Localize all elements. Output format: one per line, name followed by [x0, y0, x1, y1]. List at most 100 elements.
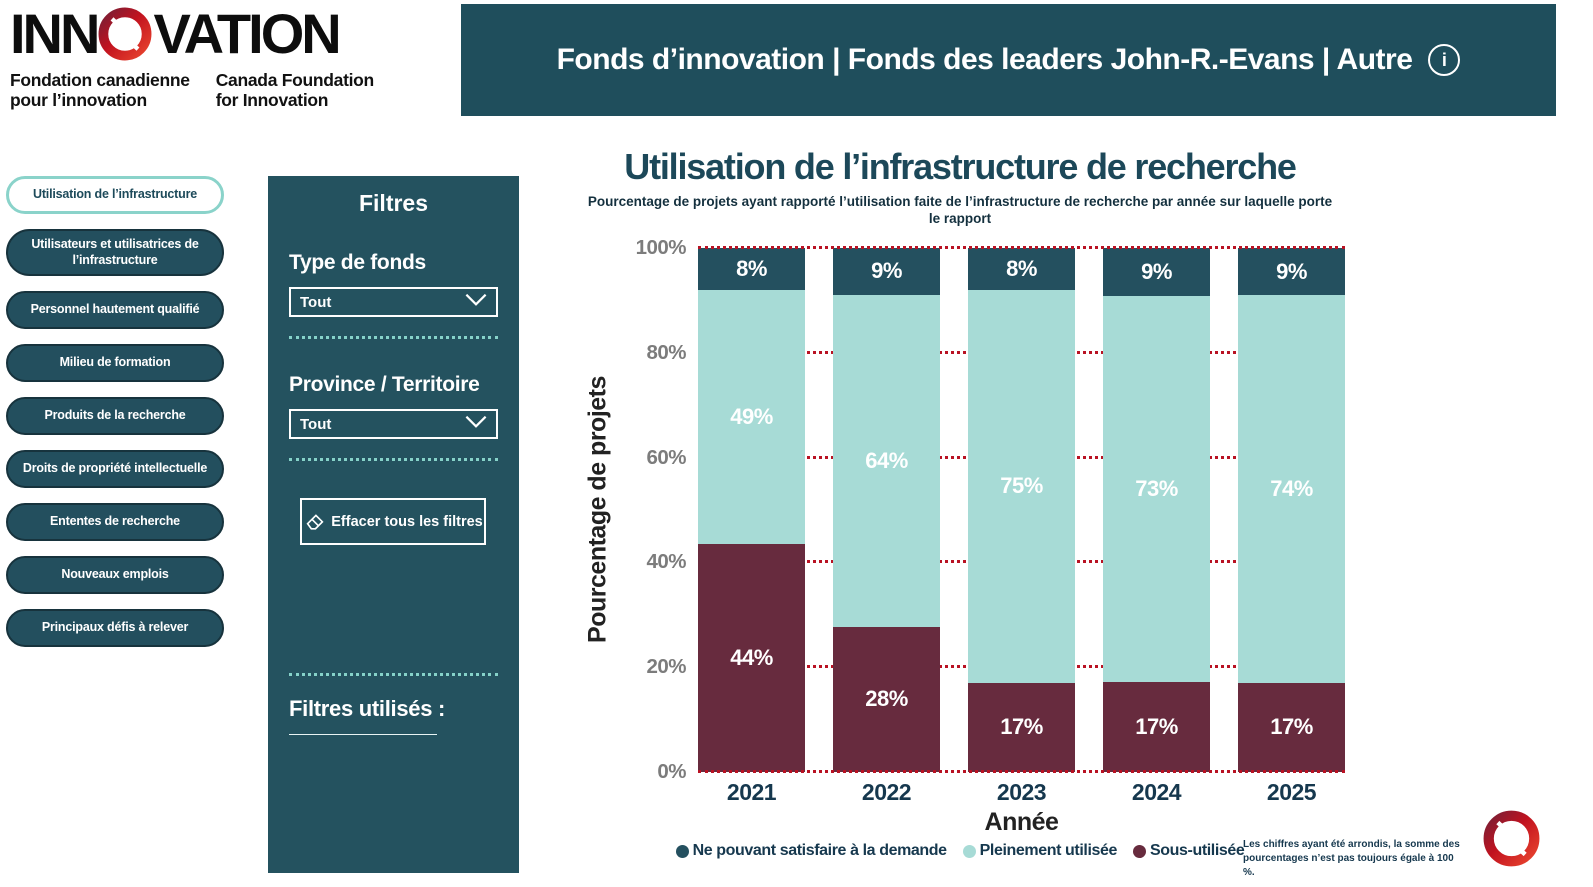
bar-segment[interactable]: 28%: [833, 626, 940, 772]
x-tick-label: 2024: [1131, 779, 1182, 805]
info-icon[interactable]: i: [1428, 44, 1461, 76]
chevron-down-icon: [465, 293, 487, 311]
bar-value-label: 64%: [865, 447, 908, 473]
bar-segment[interactable]: 73%: [1103, 295, 1210, 682]
bar-2023[interactable]: 8% 75% 17%: [968, 248, 1075, 772]
legend-label: Pleinement utilisée: [979, 842, 1118, 859]
bar-segment[interactable]: 64%: [833, 294, 940, 627]
cfi-wordmark: INN VATION: [10, 6, 440, 62]
logo-tagline-en: Canada Foundation for Innovation: [215, 70, 375, 111]
gridline: [698, 770, 1345, 773]
wordmark-right: VATION: [153, 2, 341, 65]
province-select[interactable]: Tout: [289, 409, 498, 439]
sidebar-item[interactable]: Droits de propriété intellectuelle: [6, 450, 224, 489]
plot-area: 0% 20% 40% 60% 80% 100% Pourcentage de projet…: [584, 236, 1345, 836]
bar-value-label: 75%: [1000, 473, 1043, 499]
sidebar-item[interactable]: Produits de la recherche: [6, 397, 224, 436]
cfi-swirl-o-icon: [98, 7, 152, 61]
bar-value-label: 73%: [1135, 475, 1178, 501]
bar-segment[interactable]: 9%: [1103, 248, 1210, 296]
sidebar-item[interactable]: Principaux défis à relever: [6, 609, 224, 648]
sidebar-item[interactable]: Utilisateurs et utilisatrices de l’infra…: [6, 229, 224, 277]
bar-segment[interactable]: 9%: [1238, 248, 1345, 296]
sidebar-item[interactable]: Milieu de formation: [6, 344, 224, 383]
legend-dot: [962, 844, 976, 858]
filters-panel: Filtres Type de fonds Tout Province / Te…: [268, 176, 519, 873]
y-axis-title: Pourcentage de projets: [583, 376, 612, 643]
province-value: Tout: [300, 415, 332, 433]
bar-value-label: 49%: [730, 403, 773, 429]
y-tick-label: 40%: [646, 550, 686, 574]
bar-2022[interactable]: 9% 64% 28%: [833, 248, 940, 772]
filters-title: Filtres: [358, 190, 429, 216]
legend-item[interactable]: Pleinement utilisée: [962, 842, 1118, 860]
bar-segment[interactable]: 17%: [968, 682, 1075, 772]
legend-label: Ne pouvant satisfaire à la demande: [692, 842, 947, 859]
bar-value-label: 17%: [1000, 714, 1043, 740]
bar-value-label: 28%: [865, 686, 908, 712]
sidebar: Utilisation de l’infrastructure Utilisate…: [6, 176, 224, 648]
wordmark-left: INN: [10, 2, 100, 65]
bar-value-label: 17%: [1270, 714, 1313, 740]
logo-tagline-fr: Fondation canadienne pour l’innovation: [10, 70, 190, 111]
bar-value-label: 9%: [871, 258, 902, 284]
bar-value-label: 8%: [736, 255, 767, 281]
gridline: [698, 246, 1345, 249]
cfi-swirl-icon: [1483, 810, 1540, 867]
chart-subtitle: Pourcentage de projets ayant rapporté l’…: [587, 194, 1333, 226]
bar-segment[interactable]: 74%: [1238, 295, 1345, 683]
header-title: Fonds d’innovation | Fonds des leaders J…: [556, 43, 1413, 76]
bar-2025[interactable]: 9% 74% 17%: [1238, 248, 1345, 772]
divider: [289, 336, 498, 339]
bar-segment[interactable]: 49%: [698, 289, 805, 544]
y-tick-label: 100%: [635, 236, 687, 259]
sidebar-item[interactable]: Personnel hautement qualifié: [6, 291, 224, 330]
clear-filters-button[interactable]: Effacer tous les filtres: [300, 498, 486, 545]
used-filters-label: Filtres utilisés :: [289, 696, 445, 721]
province-label: Province / Territoire: [289, 373, 480, 396]
y-axis: 0% 20% 40% 60% 80% 100%: [606, 236, 687, 783]
x-tick-label: 2022: [861, 779, 912, 805]
legend-label: Sous-utilisée: [1150, 842, 1245, 859]
chevron-down-icon: [465, 415, 487, 433]
bar-segment[interactable]: 8%: [968, 248, 1075, 290]
sidebar-item[interactable]: Ententes de recherche: [6, 503, 224, 542]
bar-value-label: 9%: [1276, 258, 1307, 284]
rounding-footnote: Les chiffres ayant été arrondis, la somm…: [1243, 839, 1460, 878]
bar-segment[interactable]: 17%: [1103, 682, 1210, 772]
fund-type-label: Type de fonds: [289, 251, 426, 274]
legend-dot: [1133, 844, 1146, 858]
x-tick-label: 2023: [996, 779, 1047, 805]
bar-segment[interactable]: 8%: [698, 248, 805, 290]
bar-2024[interactable]: 9% 73% 17%: [1103, 248, 1210, 772]
sidebar-item[interactable]: Nouveaux emplois: [6, 556, 224, 595]
used-filters-underline: [289, 734, 437, 735]
chart-title: Utilisation de l’infrastructure de reche…: [624, 146, 1297, 187]
bar-value-label: 8%: [1006, 255, 1037, 281]
x-axis-title: Année: [984, 808, 1059, 836]
fund-type-value: Tout: [300, 293, 332, 311]
chart-legend: Ne pouvant satisfaire à la demande Pleine…: [560, 842, 1360, 860]
bar-value-label: 17%: [1135, 713, 1178, 739]
bar-segment[interactable]: 44%: [698, 543, 805, 772]
eraser-icon: [303, 508, 327, 536]
sidebar-item[interactable]: Utilisation de l’infrastructure: [6, 176, 224, 214]
y-tick-label: 0%: [657, 760, 686, 783]
y-tick-label: 60%: [646, 445, 686, 469]
cfi-logo: INN VATION Fondation: [10, 6, 440, 111]
bar-segment[interactable]: 9%: [833, 248, 940, 295]
legend-item[interactable]: Sous-utilisée: [1133, 842, 1245, 860]
divider: [289, 458, 498, 461]
x-tick-label: 2025: [1266, 779, 1317, 805]
y-tick-label: 80%: [646, 340, 686, 364]
bar-2021[interactable]: 8% 49% 44%: [698, 248, 805, 772]
x-tick-label: 2021: [726, 779, 777, 805]
fund-type-select[interactable]: Tout: [289, 287, 498, 317]
bar-segment[interactable]: 17%: [1238, 682, 1345, 772]
legend-item[interactable]: Ne pouvant satisfaire à la demande: [675, 842, 947, 860]
header-bar: Fonds d’innovation | Fonds des leaders J…: [461, 4, 1556, 116]
bar-segment[interactable]: 75%: [968, 289, 1075, 683]
bar-value-label: 9%: [1141, 258, 1172, 284]
y-tick-label: 20%: [646, 655, 686, 679]
